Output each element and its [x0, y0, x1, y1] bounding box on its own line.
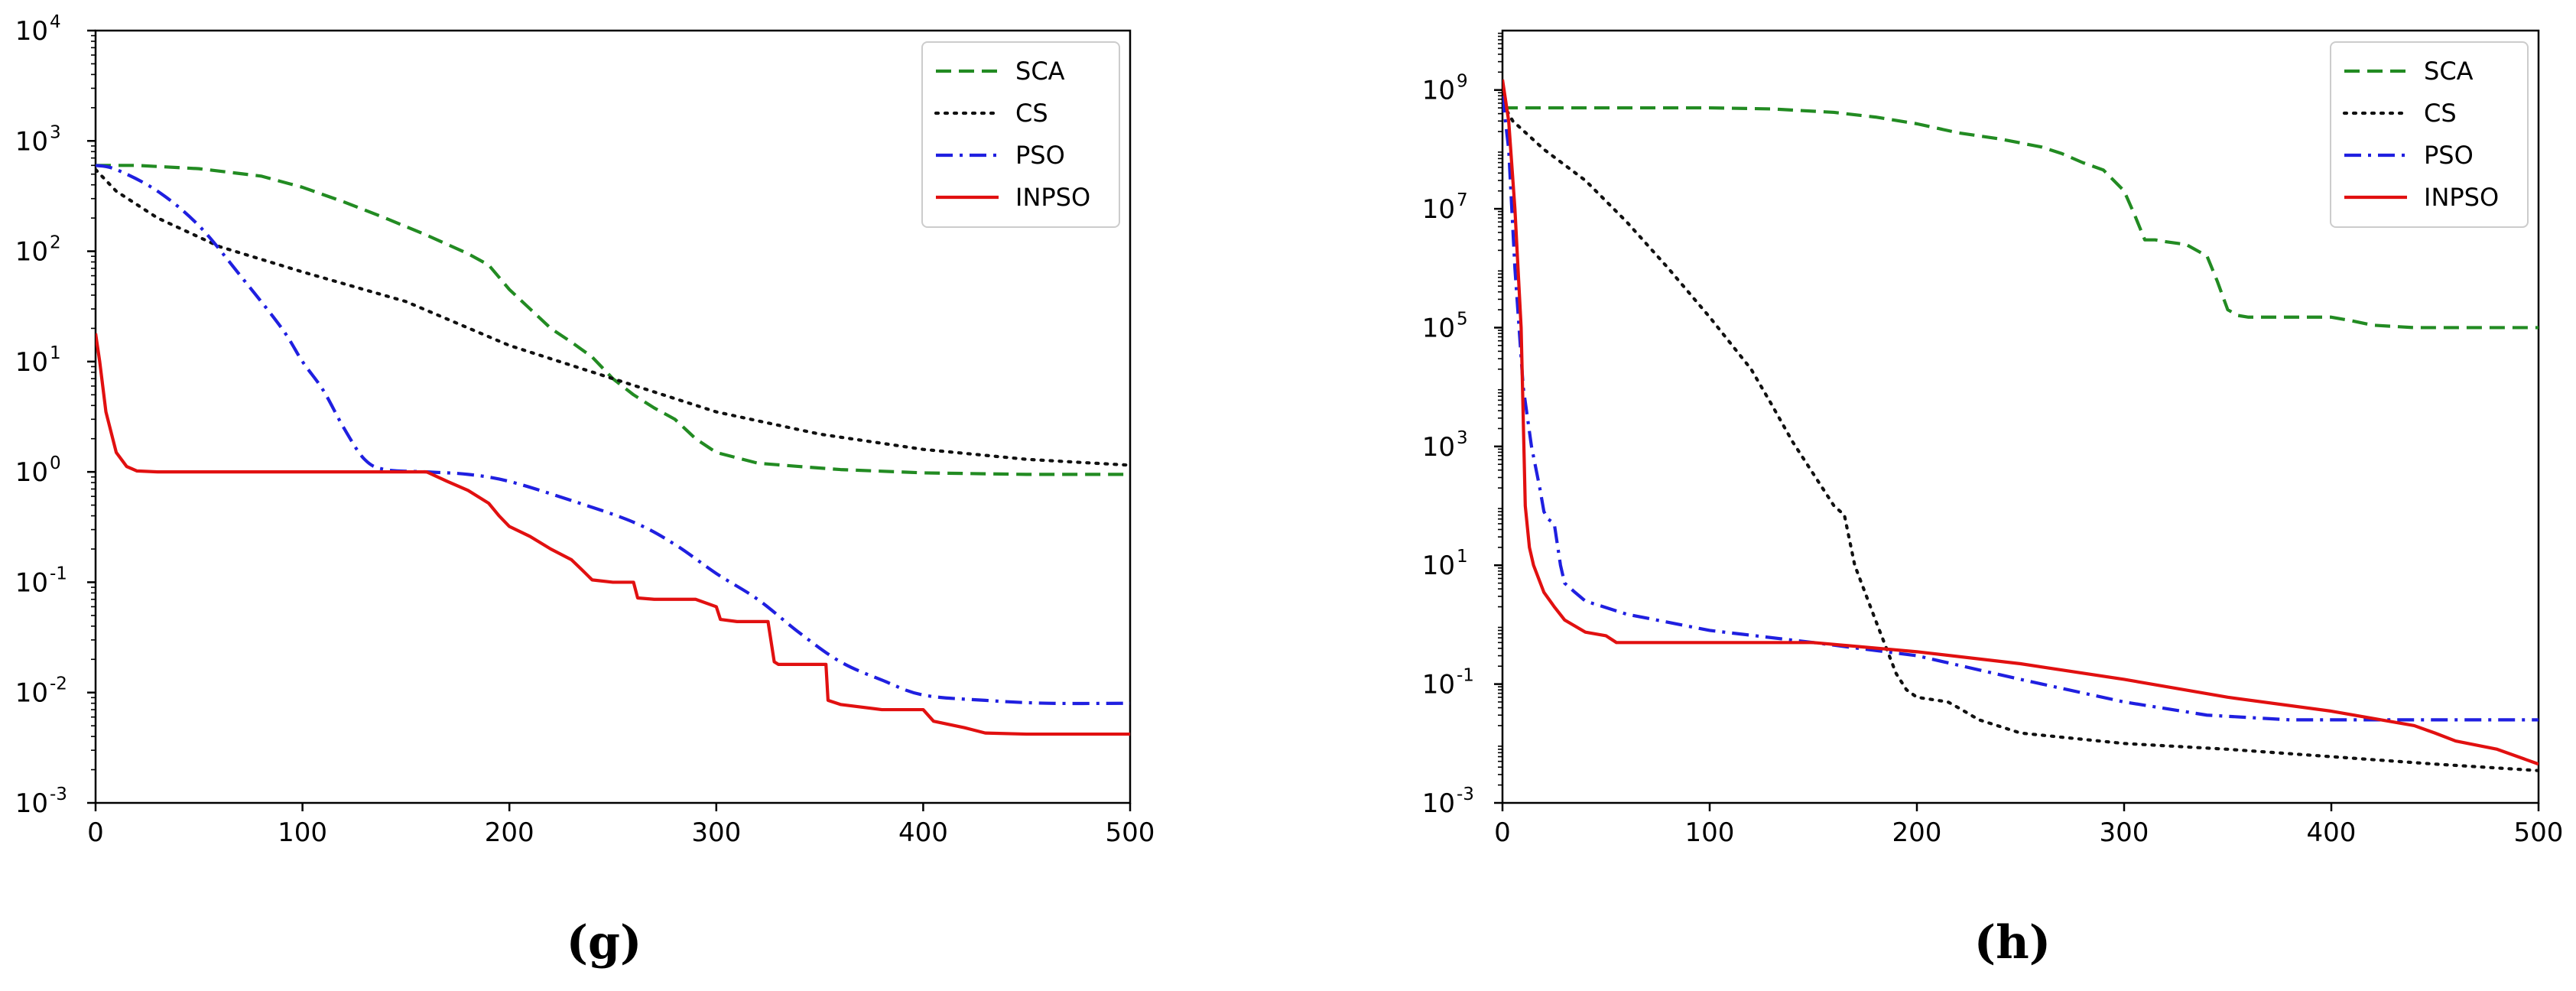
- y-tick-label: 10: [15, 567, 48, 598]
- x-tick-label: 500: [2514, 817, 2564, 848]
- y-tick-exponent: 2: [50, 233, 61, 253]
- x-tick-label: 0: [1494, 817, 1511, 848]
- y-tick-exponent: -3: [50, 785, 67, 804]
- x-tick-label: 100: [1685, 817, 1735, 848]
- y-tick-label: 10: [1422, 194, 1455, 225]
- x-tick-label: 200: [1892, 817, 1942, 848]
- y-tick-label: 10: [1422, 551, 1455, 581]
- y-tick-label: 10: [15, 237, 48, 268]
- y-tick-label: 10: [15, 457, 48, 488]
- series-group: [96, 164, 1130, 736]
- y-tick-exponent: 4: [50, 12, 61, 32]
- series-line-inpso: [96, 333, 1130, 736]
- legend-label-sca: SCA: [1015, 57, 1065, 86]
- y-tick-exponent: -2: [50, 674, 67, 694]
- y-tick-label: 10: [15, 16, 48, 47]
- y-tick-exponent: -1: [1457, 666, 1474, 686]
- x-tick-label: 400: [2307, 817, 2357, 848]
- y-tick-exponent: -1: [50, 564, 67, 583]
- legend-label-cs: CS: [1015, 99, 1048, 128]
- y-tick-label: 10: [15, 678, 48, 709]
- y-tick-exponent: 3: [50, 122, 61, 142]
- legend-label-inpso: INPSO: [2424, 183, 2499, 212]
- series-line-cs: [96, 167, 1130, 467]
- series-line-pso: [1502, 95, 2539, 722]
- y-tick-exponent: 1: [1457, 547, 1468, 567]
- y-tick-exponent: -3: [1457, 785, 1474, 804]
- x-tick-label: 200: [485, 817, 534, 848]
- y-tick-label: 10: [15, 788, 48, 819]
- legend: SCA CS PSO INPSO: [921, 41, 1120, 228]
- x-tick-label: 300: [691, 817, 741, 848]
- y-tick-label: 10: [1422, 76, 1455, 106]
- legend-label-inpso: INPSO: [1015, 183, 1090, 212]
- legend-box: [921, 41, 1120, 228]
- legend-label-pso: PSO: [1015, 141, 1065, 170]
- y-tick-exponent: 0: [50, 453, 61, 473]
- series-group: [1502, 79, 2539, 772]
- y-tick-label: 10: [1422, 432, 1455, 463]
- y-tick-label: 10: [15, 347, 48, 378]
- x-tick-label: 100: [278, 817, 327, 848]
- series-line-sca: [1502, 106, 2539, 330]
- y-tick-exponent: 3: [1457, 428, 1468, 448]
- y-tick-exponent: 5: [1457, 309, 1468, 329]
- legend-label-sca: SCA: [2424, 57, 2474, 86]
- x-tick-label: 300: [2100, 817, 2149, 848]
- legend-label-pso: PSO: [2424, 141, 2474, 170]
- series-line-cs: [1502, 101, 2539, 772]
- y-tick-exponent: 7: [1457, 190, 1468, 210]
- x-tick-label: 500: [1106, 817, 1155, 848]
- y-tick-label: 10: [1422, 788, 1455, 819]
- x-tick-label: 0: [87, 817, 104, 848]
- legend-box: [2330, 41, 2529, 228]
- y-tick-label: 10: [15, 126, 48, 157]
- legend: SCA CS PSO INPSO: [2330, 41, 2529, 228]
- panel-caption: (g): [567, 916, 642, 970]
- series-line-inpso: [1502, 79, 2539, 766]
- y-tick-exponent: 1: [50, 343, 61, 363]
- series-line-pso: [96, 164, 1130, 706]
- y-tick-label: 10: [1422, 313, 1455, 343]
- legend-label-cs: CS: [2424, 99, 2457, 128]
- y-tick-exponent: 9: [1457, 72, 1468, 92]
- y-tick-label: 10: [1422, 670, 1455, 700]
- panel-caption: (h): [1974, 916, 2051, 970]
- x-tick-label: 400: [898, 817, 948, 848]
